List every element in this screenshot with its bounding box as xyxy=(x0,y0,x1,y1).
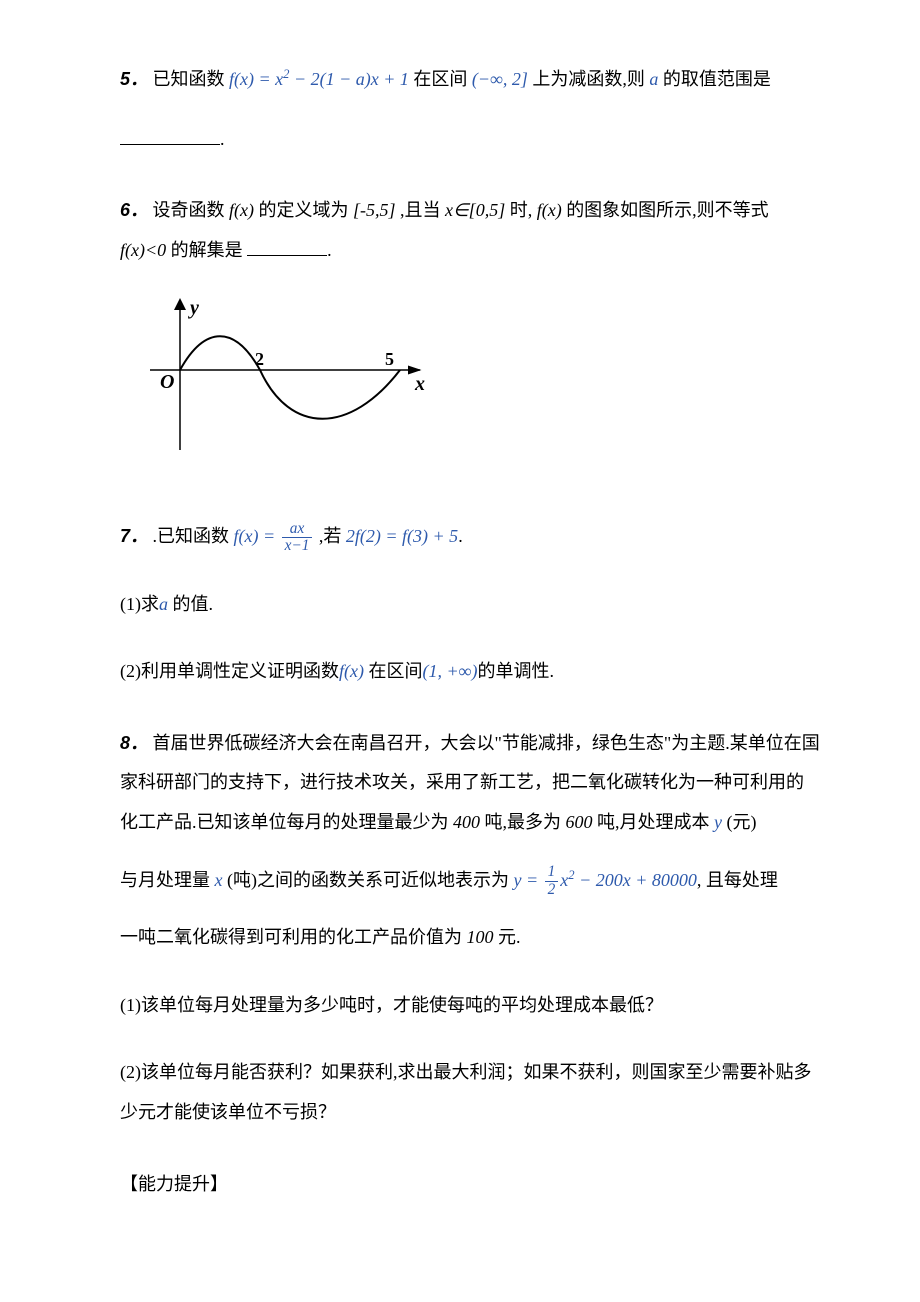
variable: a xyxy=(649,69,658,89)
text: ,若 xyxy=(319,526,342,546)
value: 400 xyxy=(453,812,480,832)
text: .已知函数 xyxy=(153,526,230,546)
text: 的图象如图所示,则不等式 xyxy=(566,200,769,220)
value: 600 xyxy=(566,812,593,832)
part-label: (2) xyxy=(120,1062,141,1082)
part-label: (1) xyxy=(120,594,141,614)
text: 的解集是 xyxy=(171,240,243,260)
text: 的值. xyxy=(168,594,213,614)
text: 该单位每月处理量为多少吨时，才能使每吨的平均处理成本最低？ xyxy=(141,995,663,1015)
x-axis-label: x xyxy=(414,373,425,395)
text: (元) xyxy=(727,812,757,832)
problem-number: 5． xyxy=(120,69,148,89)
formula: f(x) = axx−1 xyxy=(234,526,315,546)
text: 的取值范围是 xyxy=(663,69,771,89)
interval: (−∞, 2] xyxy=(472,69,528,89)
period: . xyxy=(220,129,225,149)
text: 吨,最多为 xyxy=(485,812,566,832)
text: 在区间 xyxy=(364,661,423,681)
variable: x xyxy=(215,870,223,890)
text: (吨)之间的函数关系可近似地表示为 xyxy=(227,870,509,890)
domain: [-5,5] xyxy=(353,200,396,220)
text: ,且当 xyxy=(400,200,445,220)
graph-svg: O y x 2 5 xyxy=(120,290,440,470)
fx: f(x) xyxy=(537,200,562,220)
text: 的定义域为 xyxy=(259,200,349,220)
text: 元. xyxy=(498,927,521,947)
part-label: (1) xyxy=(120,995,141,1015)
text: 吨,月处理成本 xyxy=(597,812,710,832)
problem-5: 5． 已知函数 f(x) = x2 − 2(1 − a)x + 1 在区间 (−… xyxy=(120,60,820,159)
text: 的单调性. xyxy=(477,661,554,681)
problem-7: 7． .已知函数 f(x) = axx−1 ,若 2f(2) = f(3) + … xyxy=(120,517,820,692)
text: 设奇函数 xyxy=(153,200,230,220)
answer-blank xyxy=(247,238,327,256)
problem-8: 8． 首届世界低碳经济大会在南昌召开，大会以"节能减排，绿色生态"为主题.某单位… xyxy=(120,724,820,1133)
text: 利用单调性定义证明函数 xyxy=(141,661,339,681)
sub-part-1: (1)求a 的值. xyxy=(120,585,820,625)
text: 求 xyxy=(141,594,159,614)
problem-number: 7． xyxy=(120,526,148,546)
origin-label: O xyxy=(160,371,174,393)
tick-2: 2 xyxy=(255,349,264,369)
sub-part-2: (2)利用单调性定义证明函数f(x) 在区间(1, +∞)的单调性. xyxy=(120,652,820,692)
problem-number: 6． xyxy=(120,200,148,220)
section-header: 【能力提升】 xyxy=(120,1165,820,1205)
tick-5: 5 xyxy=(385,349,394,369)
variable: a xyxy=(159,594,168,614)
fx: f(x) xyxy=(229,200,254,220)
period: . xyxy=(327,240,332,260)
formula: f(x) = x2 − 2(1 − a)x + 1 xyxy=(229,69,409,89)
text: 已知函数 xyxy=(153,69,225,89)
text: , 且每处理 xyxy=(697,870,778,890)
inequality: f(x)<0 xyxy=(120,240,166,260)
text: 该单位每月能否获利？如果获利,求出最大利润；如果不获利，则国家至少需要补贴多少元… xyxy=(120,1062,812,1122)
problem-number: 8． xyxy=(120,733,148,753)
text: 时, xyxy=(510,200,533,220)
condition: x∈[0,5] xyxy=(445,200,505,220)
sub-question-1: (1)该单位每月处理量为多少吨时，才能使每吨的平均处理成本最低？ xyxy=(120,986,820,1026)
curve xyxy=(180,337,400,420)
part-label: (2) xyxy=(120,661,141,681)
text: 一吨二氧化碳得到可利用的化工产品价值为 xyxy=(120,927,467,947)
sub-question-2: (2)该单位每月能否获利？如果获利,求出最大利润；如果不获利，则国家至少需要补贴… xyxy=(120,1053,820,1132)
interval: (1, +∞) xyxy=(422,661,477,681)
y-axis-label: y xyxy=(188,297,199,319)
text: 与月处理量 xyxy=(120,870,210,890)
condition: 2f(2) = f(3) + 5 xyxy=(346,526,458,546)
period: . xyxy=(458,526,463,546)
text: 上为减函数,则 xyxy=(532,69,645,89)
section-title: 【能力提升】 xyxy=(120,1174,228,1194)
value: 100 xyxy=(467,927,494,947)
text: 在区间 xyxy=(413,69,467,89)
function-graph: O y x 2 5 xyxy=(120,290,820,485)
answer-blank xyxy=(120,127,220,145)
problem-6: 6． 设奇函数 f(x) 的定义域为 [-5,5] ,且当 x∈[0,5] 时,… xyxy=(120,191,820,485)
fx: f(x) xyxy=(339,661,364,681)
formula: y = 12x2 − 200x + 80000 xyxy=(514,870,697,890)
variable: y xyxy=(714,812,722,832)
